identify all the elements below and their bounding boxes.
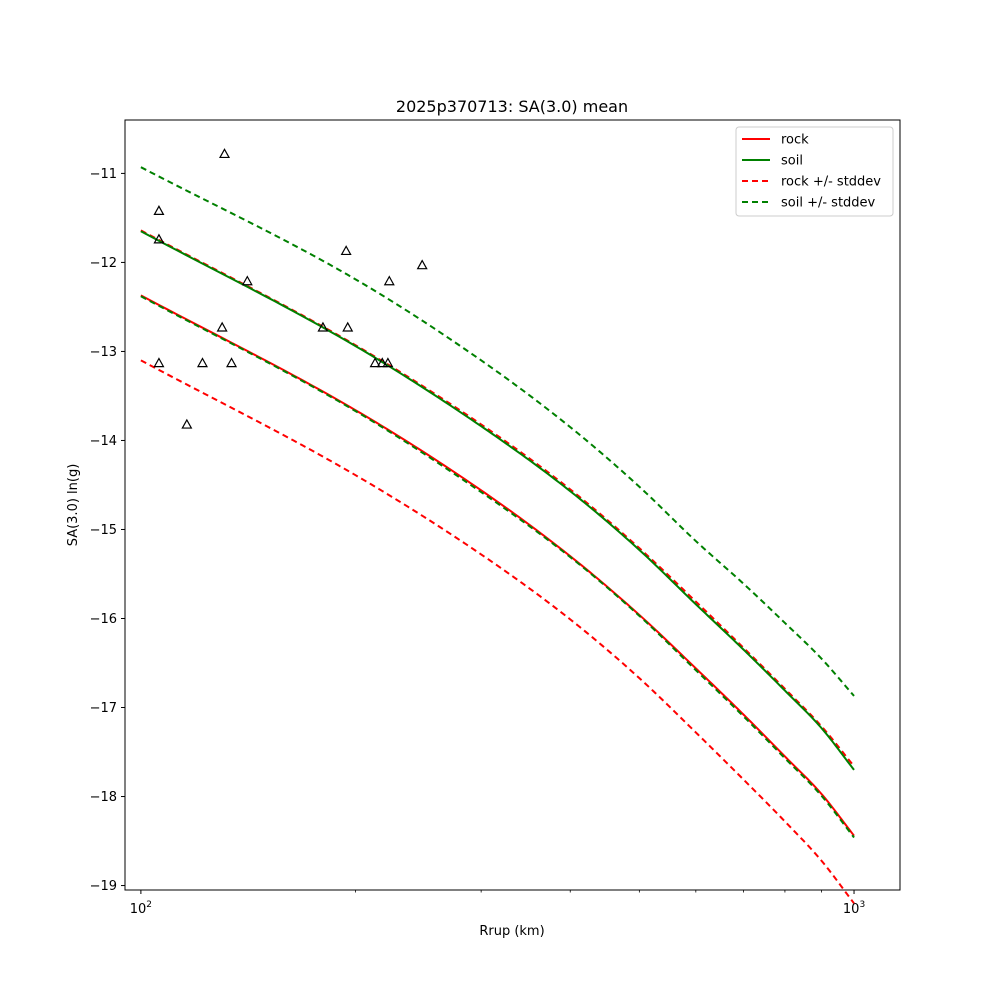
observation-marker: [369, 357, 381, 368]
series-line-soil_minus: [140, 295, 855, 839]
legend-box: [735, 126, 894, 217]
observation-marker: [226, 357, 238, 368]
observation-marker: [153, 233, 165, 244]
observation-marker: [218, 148, 231, 159]
legend-label: rock: [781, 133, 809, 148]
observations-layer: [153, 148, 428, 429]
y-tick-label: −17: [90, 701, 117, 716]
y-tick-label: −16: [90, 612, 117, 627]
y-axis-label: SA(3.0) ln(g): [66, 464, 81, 547]
x-axis: 102 103: [130, 890, 865, 917]
observation-marker: [153, 205, 165, 215]
chart-title: 2025p370713: SA(3.0) mean: [396, 97, 628, 116]
legend-label: soil: [781, 154, 803, 169]
observation-marker: [317, 321, 329, 332]
x-tick-label: 102: [130, 900, 152, 917]
observation-marker: [382, 357, 394, 368]
y-tick-label: −13: [90, 345, 117, 360]
x-axis-label: Rrup (km): [479, 924, 544, 939]
y-tick-label: −18: [90, 790, 117, 805]
plot-frame: [124, 119, 901, 891]
observation-marker: [196, 357, 208, 368]
y-tick-label: −11: [90, 167, 117, 182]
observation-marker: [340, 245, 352, 256]
observation-marker: [342, 321, 354, 332]
observation-marker: [216, 321, 228, 332]
legend: rock soil rock +/- stddev soil +/- stddev: [735, 126, 894, 217]
y-tick-label: −12: [90, 256, 117, 271]
series-layer: [140, 166, 855, 904]
observation-marker: [383, 275, 395, 286]
observation-marker: [376, 357, 388, 368]
series-line-rock_plus: [140, 229, 855, 767]
observation-marker: [181, 418, 193, 429]
legend-label: soil +/- stddev: [781, 196, 876, 211]
x-tick-label: 103: [843, 900, 865, 917]
y-tick-label: −19: [90, 879, 117, 894]
y-axis: −11 −12 −13 −14 −15 −16 −17 −18 −19: [90, 167, 125, 894]
y-tick-label: −14: [90, 434, 117, 449]
series-line-rock_minus: [140, 359, 855, 904]
observation-marker: [416, 259, 428, 270]
observation-marker: [153, 357, 165, 368]
y-tick-label: −15: [90, 523, 117, 538]
observation-marker: [241, 275, 253, 286]
legend-label: rock +/- stddev: [781, 175, 881, 190]
series-line-soil_plus: [140, 166, 855, 697]
series-line-soil: [140, 230, 855, 771]
